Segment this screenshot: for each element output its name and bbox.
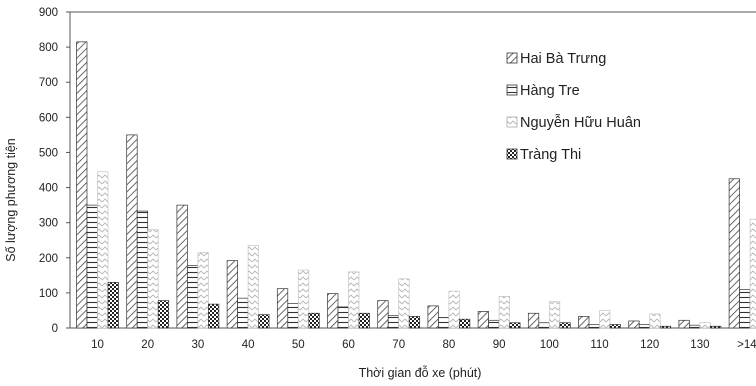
bar-series-0-cat-10 (578, 316, 590, 329)
bars-group (76, 41, 756, 329)
bar-series-0-cat-8 (477, 311, 489, 329)
x-axis-title: Thời gian đỗ xe (phút) (359, 365, 482, 380)
legend-label-1: Hàng Tre (520, 83, 580, 99)
bar-series-1-cat-0 (86, 204, 98, 329)
bar-series-1-cat-11 (638, 324, 651, 329)
bar-series-2-cat-10 (599, 310, 611, 329)
bar-series-0-cat-5 (327, 293, 339, 329)
x-tick-labels: 10 20 30 40 50 60 70 80 90 100 110 120 130 >140 (91, 339, 756, 351)
y-tick-labels: 0 100 200 300 400 500 600 700 800 900 (39, 7, 70, 335)
bar-series-3-cat-10 (609, 324, 621, 329)
bar-series-2-cat-7 (448, 290, 460, 329)
bar-series-0-cat-3 (226, 260, 238, 329)
x-tick-label-4: 50 (292, 339, 305, 351)
x-tick-label-2: 30 (192, 339, 205, 351)
legend-swatch-2 (506, 116, 518, 128)
bar-series-1-cat-6 (387, 315, 400, 329)
bar-series-2-cat-0 (97, 171, 109, 329)
bar-series-2-cat-12 (699, 322, 711, 329)
bar-series-0-cat-11 (628, 320, 640, 329)
y-tick-label-0: 0 (52, 323, 58, 335)
bar-series-3-cat-3 (258, 314, 270, 329)
bar-series-1-cat-10 (588, 324, 600, 329)
y-tick-label-6: 600 (39, 112, 58, 124)
bar-series-1-cat-4 (287, 303, 299, 329)
bar-series-0-cat-1 (126, 134, 138, 329)
bar-series-2-cat-11 (649, 313, 661, 329)
x-tick-label-0: 10 (91, 339, 104, 351)
bar-series-3-cat-0 (107, 282, 119, 329)
x-tick-label-3: 40 (242, 339, 255, 351)
plot-area (69, 11, 756, 329)
y-tick-label-1: 100 (39, 288, 58, 300)
legend-label-2: Nguyễn Hữu Huân (520, 114, 641, 131)
legend-label-3: Tràng Thi (520, 147, 581, 163)
y-tick-label-7: 700 (39, 77, 58, 89)
legend-swatch-1 (506, 84, 518, 96)
bar-series-2-cat-8 (498, 296, 510, 329)
bar-series-1-cat-8 (488, 319, 500, 329)
bar-series-2-cat-4 (297, 269, 310, 329)
bar-series-2-cat-2 (197, 252, 209, 329)
bar-series-2-cat-1 (147, 229, 159, 329)
bar-series-2-cat-6 (398, 278, 410, 329)
bar-series-0-cat-4 (276, 288, 289, 329)
bar-series-1-cat-1 (136, 210, 149, 329)
bar-series-0-cat-7 (427, 305, 439, 329)
bar-series-1-cat-13 (739, 289, 751, 329)
x-tick-label-8: 90 (493, 339, 506, 351)
x-tick-label-10: 110 (590, 339, 608, 351)
bar-series-0-cat-13 (728, 178, 740, 329)
y-tick-label-9: 900 (39, 7, 58, 19)
x-tick-label-9: 100 (540, 339, 559, 351)
x-tick-label-11: 120 (640, 339, 659, 351)
bar-series-0-cat-2 (176, 204, 188, 329)
legend-swatch-3 (506, 148, 518, 160)
bar-series-3-cat-1 (157, 300, 170, 329)
bar-series-0-cat-9 (527, 312, 540, 329)
x-tick-label-7: 80 (443, 339, 456, 351)
bar-series-0-cat-6 (377, 300, 389, 329)
bar-series-3-cat-11 (659, 325, 672, 329)
x-tick-label-1: 20 (141, 339, 154, 351)
bar-series-3-cat-9 (559, 322, 571, 329)
y-tick-label-3: 300 (39, 218, 58, 230)
bar-series-1-cat-2 (187, 265, 199, 329)
bar-series-1-cat-3 (237, 297, 249, 329)
bar-series-3-cat-8 (509, 322, 521, 329)
y-axis-title: Số lượng phương tiện (4, 138, 18, 262)
x-tick-label-6: 70 (392, 339, 405, 351)
legend-label-0: Hai Bà Trưng (520, 51, 606, 67)
bar-series-0-cat-0 (76, 41, 88, 329)
bar-series-1-cat-12 (689, 324, 701, 329)
legend: Hai Bà Trưng Hàng Tre Nguyễn Hữu Huân Tràng… (506, 51, 641, 163)
bar-series-3-cat-5 (358, 312, 370, 329)
legend-swatch-0 (506, 52, 518, 64)
y-tick-label-2: 200 (39, 253, 58, 265)
bar-series-2-cat-13 (749, 218, 756, 329)
bar-series-1-cat-5 (337, 306, 349, 329)
x-tick-label-5: 60 (342, 339, 355, 351)
bar-series-2-cat-5 (348, 271, 360, 329)
bar-series-3-cat-6 (408, 316, 421, 329)
bar-series-3-cat-12 (710, 325, 722, 329)
x-tick-label-12: 130 (690, 339, 709, 351)
bar-series-1-cat-7 (438, 317, 450, 329)
bar-series-2-cat-9 (548, 301, 561, 329)
y-tick-label-5: 500 (39, 147, 58, 159)
bar-series-3-cat-7 (459, 318, 471, 329)
y-tick-label-4: 400 (39, 183, 58, 195)
bar-series-2-cat-3 (247, 245, 259, 329)
bar-series-1-cat-9 (538, 322, 550, 329)
y-tick-label-8: 800 (39, 42, 58, 54)
x-tick-label-13: >140 (737, 339, 756, 351)
bar-series-3-cat-4 (308, 312, 320, 329)
bar-series-0-cat-12 (678, 319, 690, 329)
bar-series-3-cat-2 (208, 303, 220, 329)
